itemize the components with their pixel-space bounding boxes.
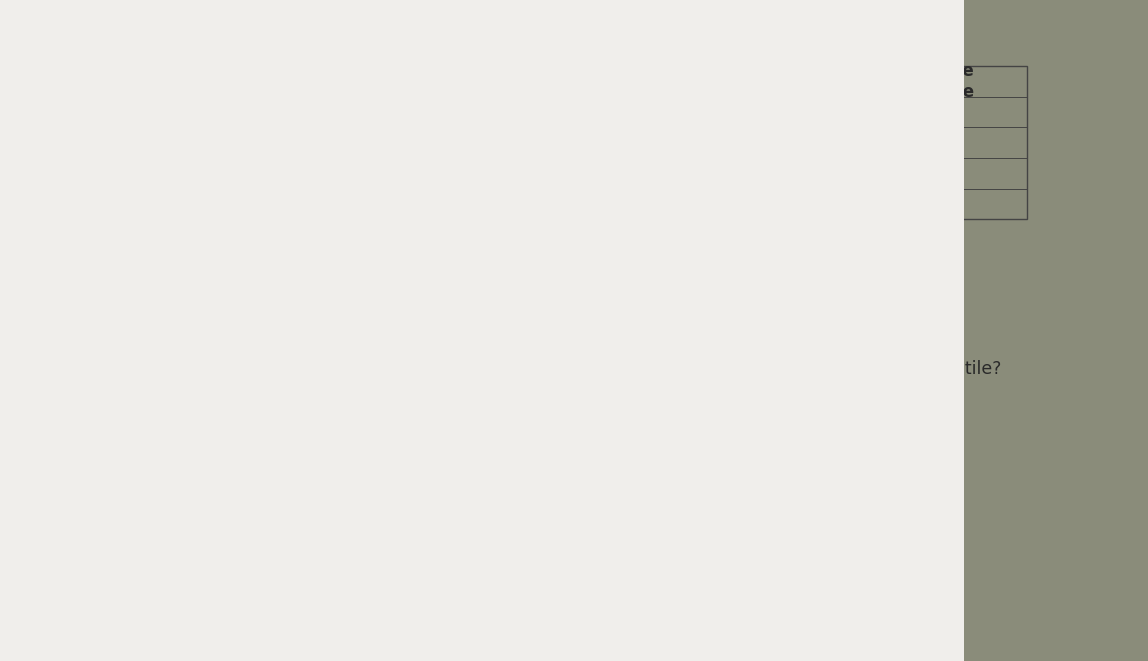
Text: Cumulative
Percentage: Cumulative Percentage [868,62,975,101]
Text: D.45% of the scores in the less than equal to 35.6: D.45% of the scores in the less than equ… [155,618,591,636]
Text: A.5: A.5 [201,405,228,422]
Text: A.45% of the scores in the less than equal to 30.8: A.45% of the scores in the less than equ… [155,519,590,537]
FancyBboxPatch shape [180,383,246,410]
Text: 25-29: 25-29 [186,195,233,213]
Text: percentile of the data presented in the frequency distribution table?: percentile of the data presented in the … [264,235,864,253]
Text: ascending order.: ascending order. [683,13,810,28]
Text: percentile result?: percentile result? [499,484,657,502]
Text: 12: 12 [696,134,716,152]
Text: D.9: D.9 [649,443,678,461]
Text: 30-34: 30-34 [186,165,233,182]
Text: 4: 4 [471,195,482,213]
Text: 4.Which of the following is the number of students who scored on the 45: 4.Which of the following is the number o… [69,360,705,378]
Text: C.45% of the scores in the less than equal to 33.4: C.45% of the scores in the less than equ… [155,582,590,600]
Text: 18: 18 [696,103,716,121]
Text: For item number 3-5, refer to the table below:: For item number 3-5, refer to the table … [69,23,523,41]
Text: Frequency: Frequency [428,73,525,91]
FancyBboxPatch shape [633,297,750,324]
FancyBboxPatch shape [146,597,814,623]
Text: 3: 3 [471,165,482,182]
Text: 7: 7 [700,165,712,182]
Text: ᵗʰ: ᵗʰ [489,472,497,482]
Text: B.32.7: B.32.7 [649,280,705,298]
Bar [63,66,1027,219]
Text: 38.89: 38.89 [898,165,945,182]
Text: B.45% of the scores in the less than equal to 32.7: B.45% of the scores in the less than equ… [155,550,590,568]
Text: C.33.4: C.33.4 [201,319,257,336]
Text: 6: 6 [471,103,482,121]
Text: 40-45: 40-45 [186,103,233,121]
Text: ᵗʰ: ᵗʰ [254,223,262,233]
Text: 3.What is the 45: 3.What is the 45 [69,235,212,253]
Text: 66.67: 66.67 [898,134,945,152]
Text: 100.00: 100.00 [892,103,951,121]
Text: C.8: C.8 [201,443,230,461]
Text: D.35.6: D.35.6 [649,319,706,336]
Text: ᵗʰ: ᵗʰ [890,348,897,358]
Text: 5.What is the interpretation of the 45: 5.What is the interpretation of the 45 [69,484,394,502]
Text: 5: 5 [471,134,482,152]
Text: A.30.8: A.30.8 [201,280,256,298]
Text: Cumulative
Frequency: Cumulative Frequency [653,62,759,101]
Text: 22.22: 22.22 [898,195,945,213]
Text: Score: Score [183,73,236,91]
Text: 35-39: 35-39 [186,134,233,152]
Text: 4: 4 [700,195,712,213]
Text: B.7: B.7 [649,405,677,422]
Text: percentile?: percentile? [899,360,1002,378]
